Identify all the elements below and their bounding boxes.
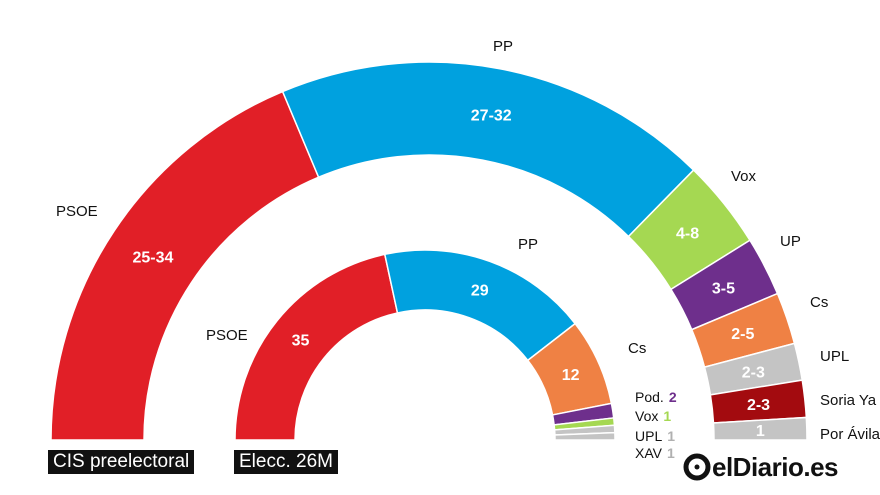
inner-small-label-upl: UPL 1 — [635, 428, 675, 444]
brand-logo: elDiario.es — [683, 450, 839, 484]
inner-small-label-xav: XAV 1 — [635, 445, 675, 461]
outer-party-label-psoe: PSOE — [56, 203, 98, 220]
inner-party-label-vox: Vox — [635, 408, 658, 424]
outer-value-up: 3-5 — [712, 281, 735, 298]
brand-name: elDiario.es — [712, 451, 839, 482]
inner-segment-xav — [554, 431, 616, 441]
inner-value-cs: 12 — [562, 367, 580, 384]
inner-party-label-pod: Pod. — [635, 389, 664, 405]
outer-value-vox: 4-8 — [676, 226, 699, 243]
outer-segment-pp — [281, 61, 695, 238]
inner-party-label-upl: UPL — [635, 428, 662, 444]
outer-party-label-por-avila: Por Ávila — [820, 426, 880, 443]
inner-arc-label: Elecc. 26M — [234, 450, 338, 474]
outer-party-label-pp: PP — [493, 38, 513, 55]
outer-value-por-avila: 1 — [756, 423, 765, 440]
inner-party-label-xav: XAV — [635, 445, 663, 461]
inner-party-label-psoe: PSOE — [206, 327, 248, 344]
outer-hemicycle: 25-34 PSOE 27-32 PP 4-8 Vox 3-5 UP 2-5 Cs 2-3 UPL 2-… — [50, 38, 880, 443]
inner-value-psoe: 35 — [292, 333, 310, 350]
inner-value-pp: 29 — [471, 283, 489, 300]
outer-party-label-soria-ya: Soria Ya — [820, 392, 877, 409]
outer-value-psoe: 25-34 — [132, 250, 173, 267]
outer-party-label-upl: UPL — [820, 348, 849, 365]
inner-small-label-pod: Pod. 2 — [635, 389, 677, 405]
outer-segment-por-avila — [712, 416, 808, 441]
outer-party-label-up: UP — [780, 233, 801, 250]
outer-arc-label: CIS preelectoral — [48, 450, 195, 474]
inner-segment-pp — [383, 249, 577, 362]
inner-small-label-vox: Vox 1 — [635, 408, 671, 424]
inner-value-pod: 2 — [669, 389, 677, 405]
outer-value-soria-ya: 2-3 — [747, 397, 770, 414]
outer-party-label-vox: Vox — [731, 168, 757, 185]
inner-party-label-pp: PP — [518, 236, 538, 253]
outer-value-pp: 27-32 — [471, 107, 512, 124]
inner-value-xav: 1 — [667, 445, 675, 461]
inner-segment-psoe — [234, 253, 399, 441]
eldiario-logo-icon — [683, 453, 711, 481]
inner-value-upl: 1 — [667, 428, 675, 444]
outer-value-cs: 2-5 — [731, 326, 754, 343]
outer-value-upl: 2-3 — [742, 364, 765, 381]
outer-party-label-cs: Cs — [810, 294, 828, 311]
inner-party-label-cs: Cs — [628, 340, 646, 357]
inner-value-vox: 1 — [663, 408, 671, 424]
